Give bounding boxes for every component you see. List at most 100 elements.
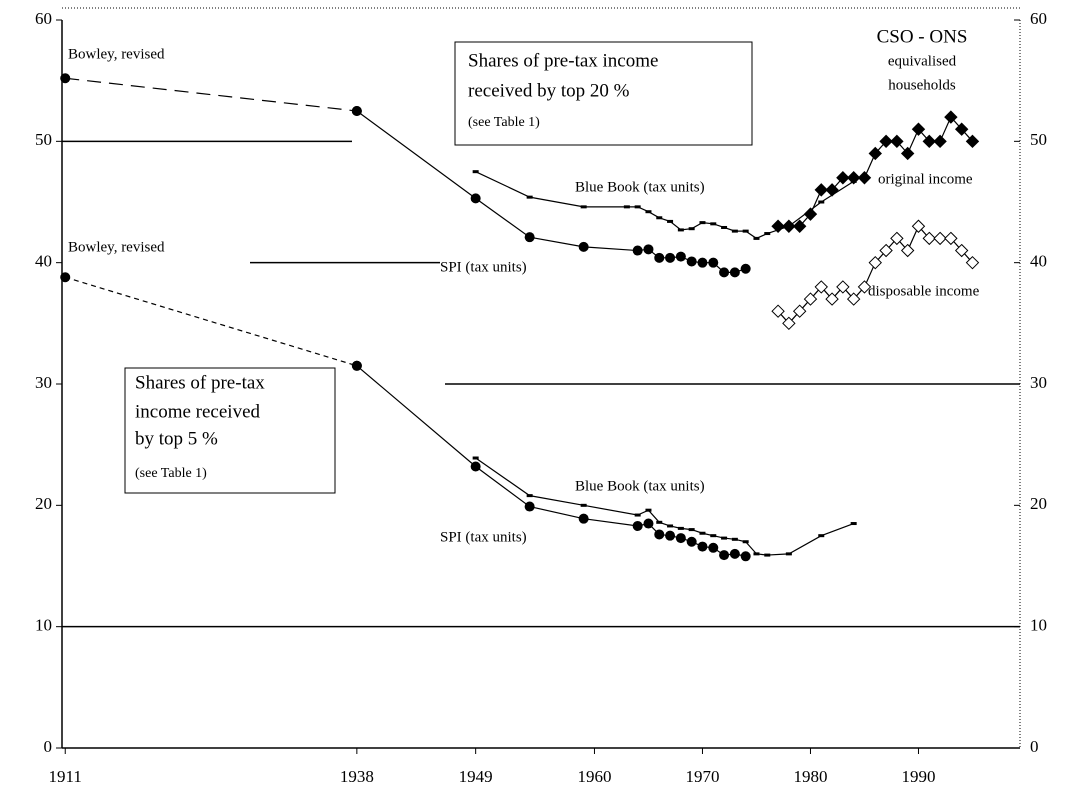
y-tick-label: 60 <box>35 9 52 28</box>
point <box>850 522 857 526</box>
point <box>753 236 760 240</box>
series-line <box>65 276 358 367</box>
point <box>857 171 872 185</box>
point <box>729 267 740 278</box>
point <box>60 272 71 283</box>
point <box>954 122 969 136</box>
point <box>665 252 676 263</box>
y-tick-label: 40 <box>35 252 52 271</box>
annotation-note: (see Table 1) <box>468 115 540 130</box>
series-label: SPI (tax units) <box>440 529 527 545</box>
point <box>740 551 751 562</box>
point <box>836 280 850 294</box>
point <box>792 304 807 318</box>
point <box>792 219 807 233</box>
annotation-text: income received <box>135 401 261 422</box>
point <box>623 205 630 209</box>
point <box>643 244 654 255</box>
point <box>708 257 719 268</box>
series-line <box>356 365 746 557</box>
point <box>719 550 730 561</box>
y-tick-label: 30 <box>35 373 52 392</box>
point <box>868 255 882 270</box>
point <box>470 461 481 472</box>
point <box>731 229 738 233</box>
point <box>675 251 686 262</box>
point <box>742 229 749 233</box>
point <box>846 171 861 185</box>
point <box>731 537 738 541</box>
point <box>472 456 479 460</box>
point <box>645 210 652 214</box>
point <box>686 536 697 547</box>
point <box>699 531 706 535</box>
series-label: Blue Book (tax units) <box>575 478 705 494</box>
series-label: Bowley, revised <box>68 46 165 62</box>
x-tick-label: 1911 <box>49 767 82 786</box>
annotation-text: households <box>888 77 956 93</box>
series-label: original income <box>878 171 973 187</box>
series-label: SPI (tax units) <box>440 259 527 275</box>
y-tick-label: 50 <box>35 130 52 149</box>
point <box>60 73 71 84</box>
point <box>879 134 893 149</box>
annotation-text: CSO - ONS <box>877 26 968 47</box>
point <box>803 207 818 221</box>
point <box>710 222 717 226</box>
point <box>900 243 915 258</box>
x-tick-label: 1990 <box>901 767 935 786</box>
point <box>634 205 641 209</box>
point <box>825 183 839 197</box>
x-tick-label: 1970 <box>685 767 719 786</box>
point <box>688 227 695 231</box>
point <box>686 256 697 267</box>
annotation-note: (see Table 1) <box>135 466 207 481</box>
point <box>922 231 936 246</box>
y2-tick-label: 40 <box>1030 252 1047 271</box>
point <box>846 292 861 306</box>
point <box>868 146 882 161</box>
point <box>526 195 533 199</box>
point <box>764 232 771 236</box>
point <box>933 134 947 149</box>
x-tick-label: 1960 <box>577 767 611 786</box>
point <box>944 231 958 246</box>
point <box>818 200 825 204</box>
point <box>710 534 717 538</box>
x-tick-label: 1980 <box>793 767 827 786</box>
point <box>634 513 641 517</box>
point <box>729 548 740 559</box>
point <box>677 526 684 530</box>
point <box>933 231 947 246</box>
x-tick-label: 1949 <box>459 767 493 786</box>
point <box>814 280 828 294</box>
point <box>578 513 589 524</box>
annotation-text: Shares of pre-tax <box>135 372 265 393</box>
point <box>645 508 652 512</box>
point <box>656 520 663 524</box>
point <box>911 219 926 233</box>
point <box>643 518 654 529</box>
annotation-text: received by top 20 % <box>468 80 630 101</box>
point <box>632 520 643 531</box>
point <box>954 243 969 258</box>
point <box>825 292 839 306</box>
point <box>470 193 481 204</box>
series-line <box>65 77 357 112</box>
annotation-box <box>454 41 753 146</box>
point <box>667 524 674 528</box>
point <box>688 528 695 532</box>
point <box>667 219 674 223</box>
y2-tick-label: 50 <box>1030 130 1047 149</box>
point <box>771 304 785 318</box>
point <box>665 530 676 541</box>
point <box>656 216 663 220</box>
point <box>524 501 535 512</box>
point <box>654 529 665 540</box>
annotation-text: by top 5 % <box>135 428 218 449</box>
point <box>524 232 535 243</box>
point <box>677 228 684 232</box>
point <box>771 219 785 233</box>
y2-tick-label: 60 <box>1030 9 1047 28</box>
